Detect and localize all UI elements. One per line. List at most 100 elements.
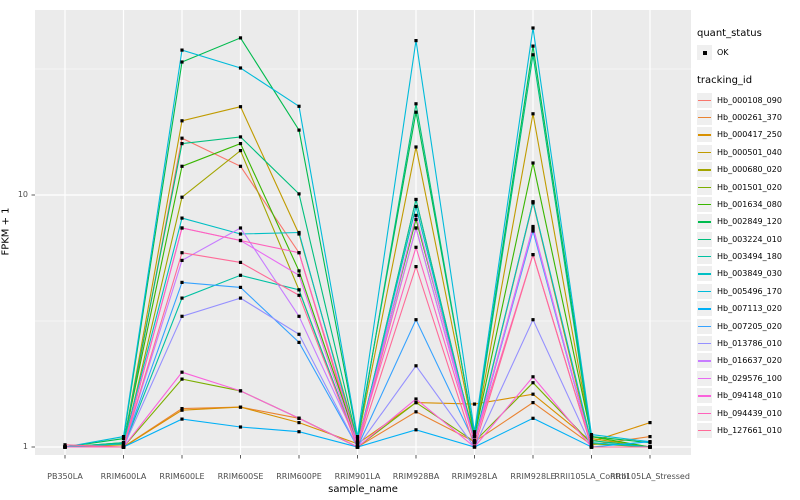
legend-tracking-id: tracking_id Hb_000108_090 Hb_000261_370 Hb…	[697, 75, 800, 439]
legend-item-label: Hb_007113_020	[717, 304, 782, 314]
legend-item-label: Hb_000261_370	[717, 112, 782, 122]
legend-item: Hb_003849_030	[697, 265, 800, 282]
legend-key-line	[697, 423, 712, 438]
legend-item: Hb_000417_250	[697, 126, 800, 143]
legend-quant-status-title: quant_status	[697, 28, 762, 39]
legend-item: Hb_127661_010	[697, 422, 800, 439]
series-color-swatch	[698, 238, 711, 241]
legend-item-label: Hb_005496_170	[717, 286, 782, 296]
legend-item-label: Hb_000680_020	[717, 165, 782, 175]
series-color-swatch	[698, 256, 711, 258]
x-tick-label: RRIM928LA	[451, 472, 498, 481]
legend-key-line	[697, 336, 712, 352]
series-color-swatch	[698, 360, 711, 362]
legend-item: Hb_007205_020	[697, 317, 800, 334]
legend-item-label: Hb_127661_010	[717, 426, 782, 435]
y-tick-label: 10	[17, 190, 28, 199]
legend-item: Hb_029576_100	[697, 370, 800, 387]
legend-item: Hb_000680_020	[697, 161, 800, 178]
legend-key-line	[697, 283, 712, 299]
legend-item: Hb_002849_120	[697, 213, 800, 230]
legend-key-line	[697, 196, 712, 212]
series-color-swatch	[698, 290, 711, 293]
legend-item-label: Hb_007205_020	[717, 321, 782, 331]
series-color-swatch	[698, 186, 711, 188]
x-axis-title: sample_name	[328, 484, 398, 495]
series-color-swatch	[698, 412, 711, 414]
legend-item-label: Hb_003849_030	[717, 269, 782, 279]
legend-item-ok: OK	[697, 44, 800, 61]
legend-item: Hb_016637_020	[697, 352, 800, 369]
legend-item: Hb_000501_040	[697, 144, 800, 161]
x-tick-label: RRIM600SE	[217, 472, 264, 481]
series-color-swatch	[698, 151, 711, 154]
legend-key-line	[697, 370, 712, 386]
legend-item-label: Hb_013786_010	[717, 339, 782, 349]
legend-tracking-id-entries: Hb_000108_090 Hb_000261_370 Hb_000417_250 H…	[697, 91, 800, 439]
x-tick-label: PB350LA	[47, 472, 83, 481]
series-color-swatch	[698, 221, 711, 223]
series-color-swatch	[698, 116, 711, 119]
legend-key-line	[697, 353, 712, 369]
legend-key-line	[697, 318, 712, 334]
legend-key-line	[697, 388, 712, 404]
legend-item: Hb_013786_010	[697, 335, 800, 352]
x-tick-label: RRIM600LA	[100, 472, 147, 481]
legend-item: Hb_094439_010	[697, 404, 800, 421]
x-tick-label: RRII105LA_Stressed	[610, 472, 690, 481]
legend-item-label: Hb_003494_180	[717, 252, 782, 262]
series-color-swatch	[698, 169, 711, 171]
legend-key-line	[697, 127, 712, 143]
series-color-swatch	[698, 395, 711, 397]
data-points	[63, 26, 652, 449]
x-tick-label: RRIM928LE	[510, 472, 556, 481]
legend-key-line	[697, 301, 712, 317]
series-color-swatch	[698, 343, 711, 345]
legend-item-label: Hb_094439_010	[717, 408, 782, 418]
legend-item: Hb_094148_010	[697, 387, 800, 404]
x-tick-label: RRIM928BA	[392, 472, 440, 481]
legend-item: Hb_003224_010	[697, 231, 800, 248]
legend-key-line	[697, 214, 712, 230]
series-color-swatch	[698, 203, 711, 206]
legend-tracking-id-title: tracking_id	[697, 75, 753, 87]
legend-item-label: OK	[717, 48, 729, 58]
y-tick-label: 1	[22, 442, 28, 451]
series-color-swatch	[698, 377, 711, 380]
legend-item: Hb_000261_370	[697, 109, 800, 126]
legend-key-line	[697, 179, 712, 195]
series-color-swatch	[698, 430, 711, 432]
series-color-swatch	[698, 134, 711, 136]
series-color-swatch	[698, 308, 711, 310]
legend-key-line	[697, 144, 712, 160]
legend-item-label: Hb_000108_090	[717, 95, 782, 105]
x-tick-label: RRII105LA_Control	[554, 472, 629, 481]
legend-item: Hb_007113_020	[697, 300, 800, 317]
legend-quant-status: quant_status OK	[697, 28, 800, 61]
legend-item-label: Hb_000501_040	[717, 147, 782, 157]
legend: quant_status OK tracking_id Hb_000108_09…	[697, 28, 800, 453]
legend-key-line	[697, 405, 712, 421]
x-tick-label: RRIM901LA	[334, 472, 381, 481]
legend-item-label: Hb_016637_020	[717, 356, 782, 366]
legend-item-label: Hb_002849_120	[717, 217, 782, 227]
legend-item: Hb_003494_180	[697, 248, 800, 265]
y-axis-title: FPKM + 1	[0, 207, 12, 256]
point-marker-icon	[703, 51, 707, 55]
legend-item-label: Hb_000417_250	[717, 130, 782, 140]
legend-item: Hb_000108_090	[697, 91, 800, 108]
legend-key-line	[697, 109, 712, 125]
legend-item: Hb_001634_080	[697, 196, 800, 213]
axis-ticks	[31, 194, 651, 459]
legend-item-label: Hb_029576_100	[717, 373, 782, 383]
gridlines	[35, 10, 691, 455]
legend-key-line	[697, 231, 712, 247]
legend-key-line	[697, 249, 712, 265]
legend-item-label: Hb_003224_010	[717, 234, 782, 244]
legend-key-line	[697, 162, 712, 178]
legend-key-point	[697, 45, 712, 61]
legend-item-label: Hb_001634_080	[717, 199, 782, 209]
x-tick-label: RRIM600LE	[159, 472, 205, 481]
